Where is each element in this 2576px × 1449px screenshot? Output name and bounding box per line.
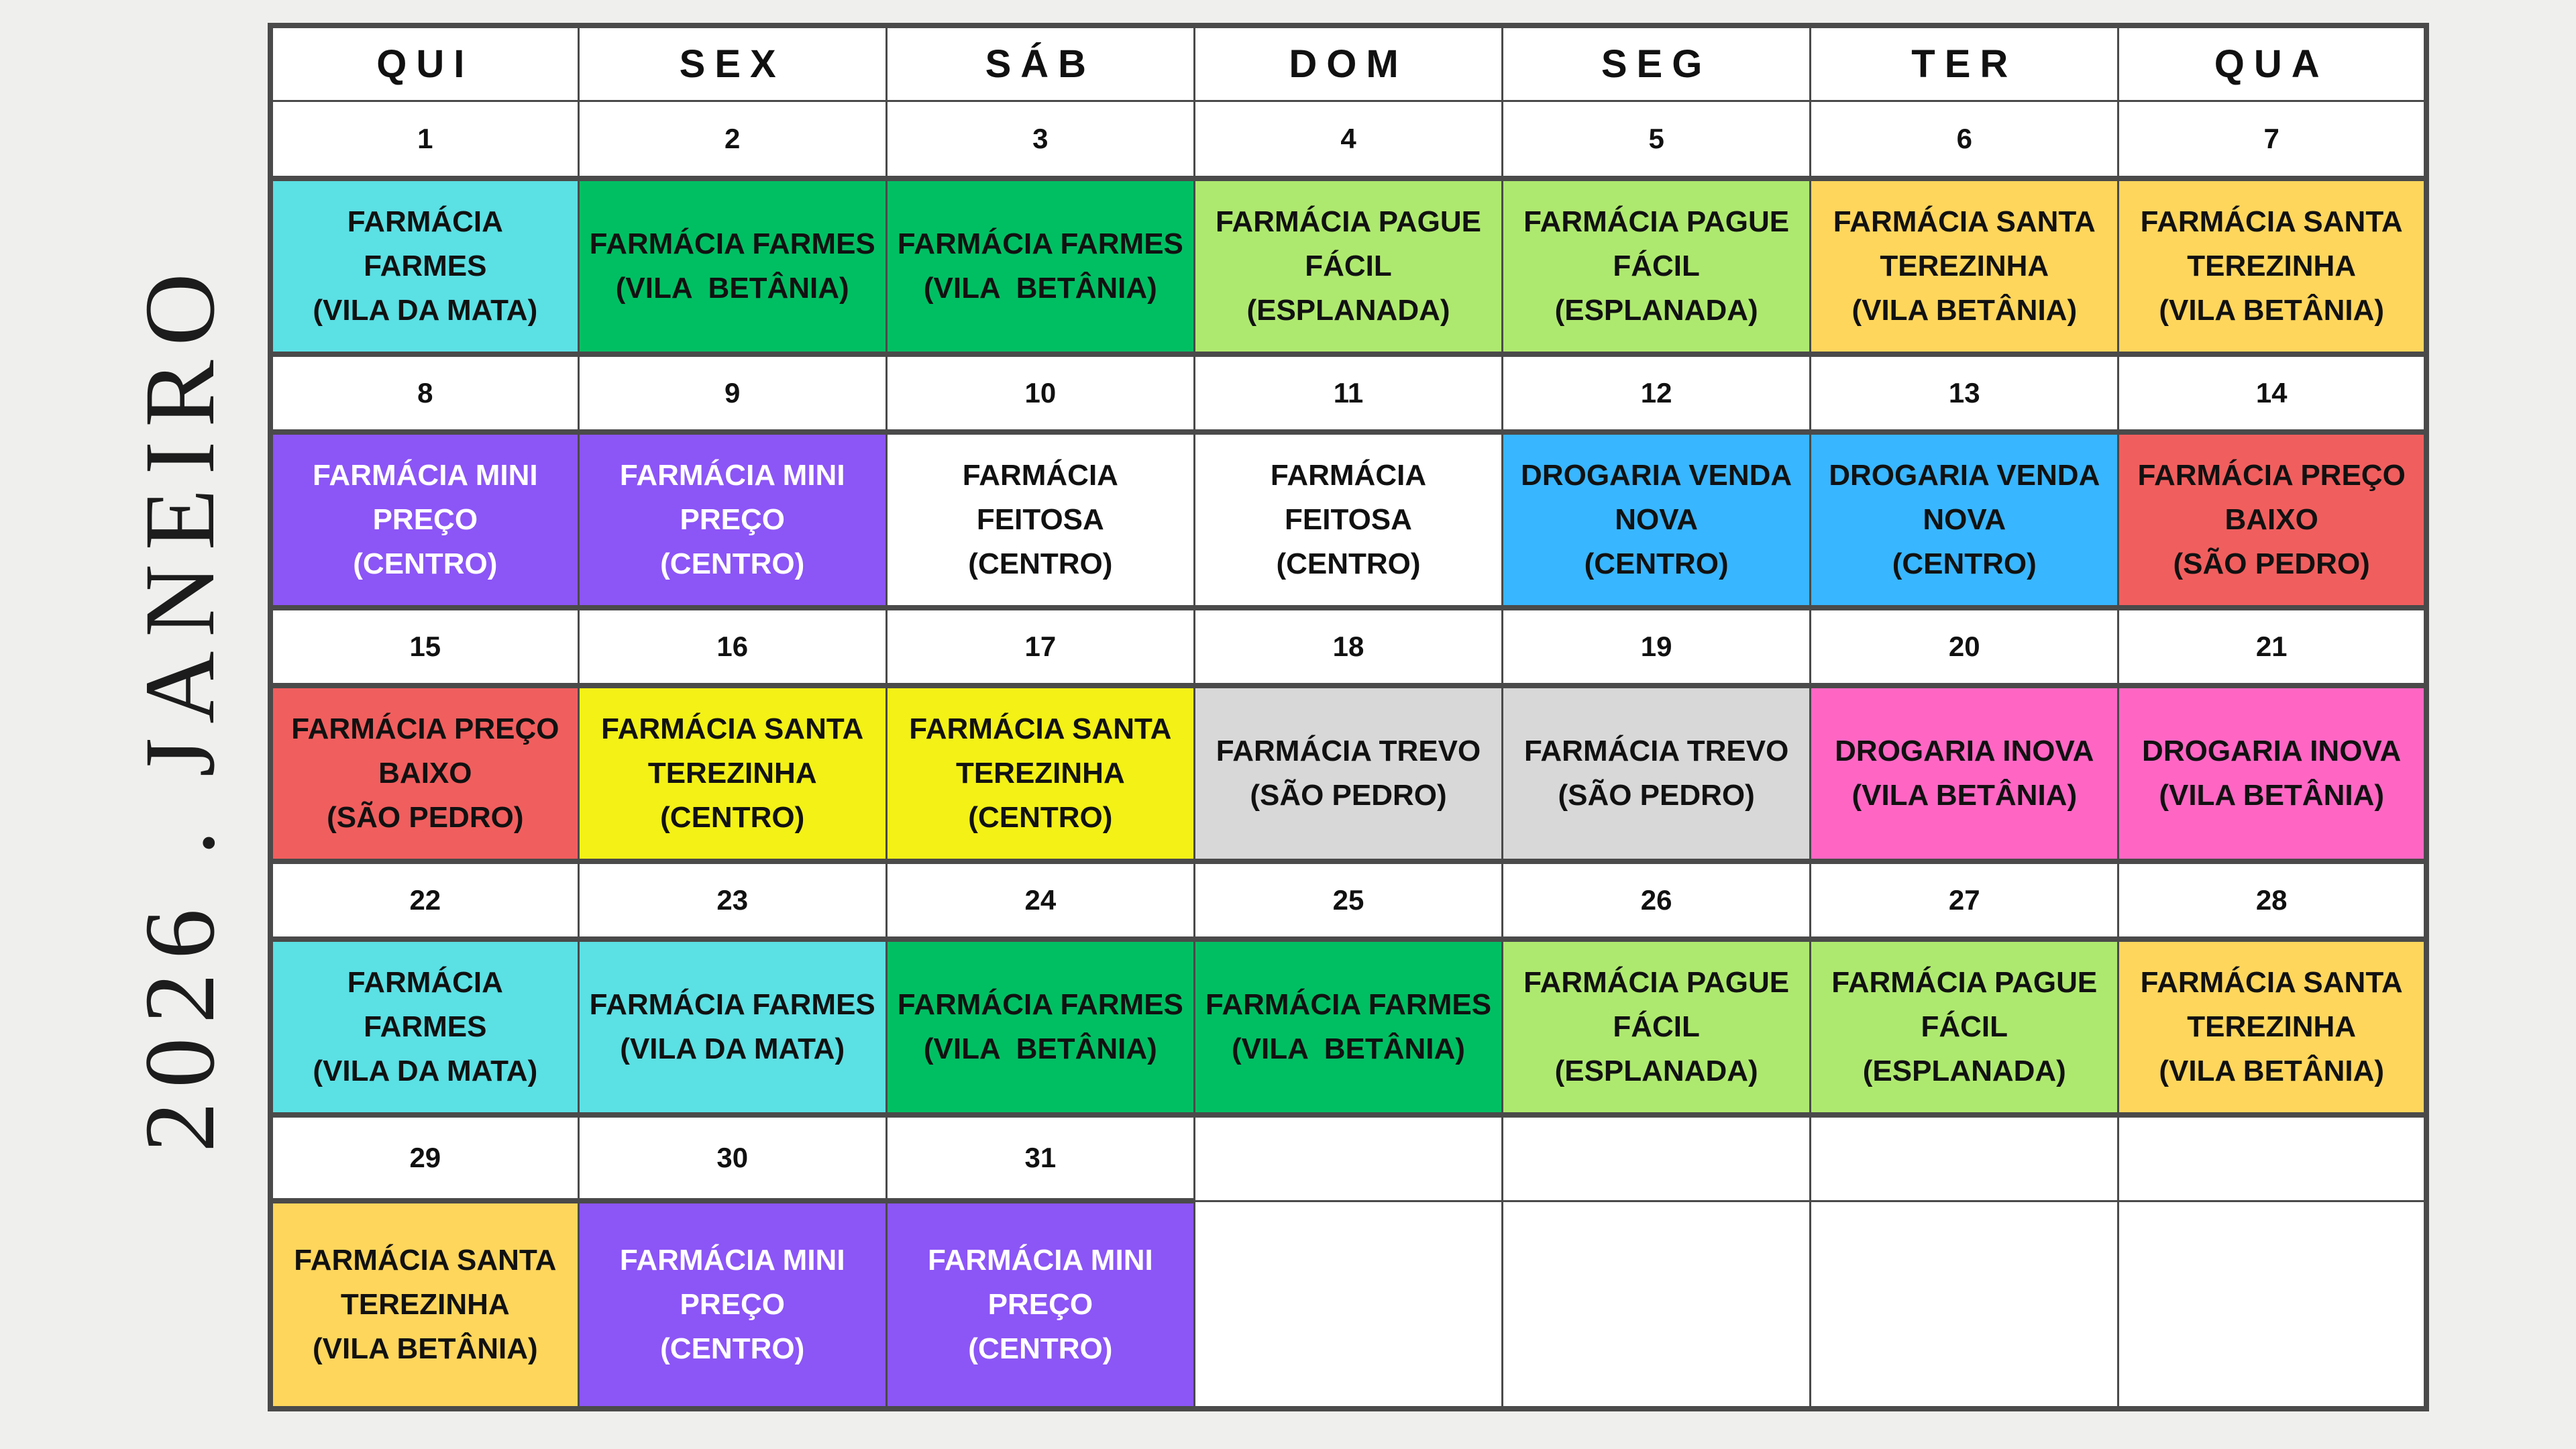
day-number-row: 8 9 10 11 12 13 14 bbox=[269, 353, 2428, 433]
day-number-cell: 23 bbox=[577, 860, 888, 941]
pharmacy-cell: FARMÁCIA FARMES (VILA DA MATA) bbox=[269, 176, 580, 357]
day-number-cell: 11 bbox=[1193, 353, 1504, 433]
pharmacy-cell: FARMÁCIA MINI PREÇO (CENTRO) bbox=[269, 429, 580, 610]
day-number-cell: 30 bbox=[577, 1114, 888, 1202]
pharmacy-cell: FARMÁCIA FEITOSA (CENTRO) bbox=[1193, 429, 1504, 610]
day-number-cell: 1 bbox=[269, 99, 580, 180]
pharmacy-cell: FARMÁCIA SANTA TEREZINHA (VILA BETÂNIA) bbox=[2117, 176, 2428, 357]
weekday-header: TER bbox=[1809, 24, 2120, 102]
day-number-cell: 8 bbox=[269, 353, 580, 433]
empty-day-number-cell bbox=[1809, 1114, 2120, 1202]
day-number-cell: 22 bbox=[269, 860, 580, 941]
day-number-cell: 26 bbox=[1501, 860, 1812, 941]
day-number-cell: 5 bbox=[1501, 99, 1812, 180]
day-number-cell: 28 bbox=[2117, 860, 2428, 941]
weekday-header: QUA bbox=[2117, 24, 2428, 102]
pharmacy-cell: FARMÁCIA FARMES (VILA BETÂNIA) bbox=[885, 936, 1195, 1118]
day-number-row: 29 30 31 bbox=[269, 1114, 2428, 1202]
month-year-title: 2026 . JANEIRO bbox=[124, 259, 235, 1152]
pharmacy-cell: FARMÁCIA SANTA TEREZINHA (CENTRO) bbox=[885, 683, 1195, 864]
weekday-header: SEX bbox=[577, 24, 888, 102]
pharmacy-cell: FARMÁCIA FARMES (VILA DA MATA) bbox=[269, 936, 580, 1118]
pharmacy-cell: FARMÁCIA FARMES (VILA BETÂNIA) bbox=[885, 176, 1195, 357]
day-number-cell: 14 bbox=[2117, 353, 2428, 433]
pharmacy-cell: FARMÁCIA SANTA TEREZINHA (VILA BETÂNIA) bbox=[269, 1198, 580, 1411]
pharmacy-cell: FARMÁCIA PAGUE FÁCIL (ESPLANADA) bbox=[1501, 936, 1812, 1118]
empty-cell bbox=[1501, 1199, 1812, 1410]
weekday-header-row: QUI SEX SÁB DOM SEG TER QUA bbox=[269, 24, 2428, 102]
day-number-cell: 18 bbox=[1193, 606, 1504, 687]
empty-day-number-cell bbox=[1193, 1114, 1504, 1202]
pharmacy-cell: FARMÁCIA SANTA TEREZINHA (VILA BETÂNIA) bbox=[1809, 176, 2120, 357]
day-number-row: 15 16 17 18 19 20 21 bbox=[269, 606, 2428, 687]
pharmacy-cell: DROGARIA INOVA (VILA BETÂNIA) bbox=[1809, 683, 2120, 864]
day-number-cell: 17 bbox=[885, 606, 1195, 687]
day-number-cell: 6 bbox=[1809, 99, 2120, 180]
day-number-cell: 29 bbox=[269, 1114, 580, 1202]
empty-cell bbox=[1193, 1199, 1504, 1410]
empty-cell bbox=[2117, 1199, 2428, 1410]
pharmacy-cell: FARMÁCIA TREVO (SÃO PEDRO) bbox=[1501, 683, 1812, 864]
pharmacy-cell: FARMÁCIA FEITOSA (CENTRO) bbox=[885, 429, 1195, 610]
empty-day-number-cell bbox=[1501, 1114, 1812, 1202]
weekday-header: DOM bbox=[1193, 24, 1504, 102]
pharmacy-cell: FARMÁCIA PAGUE FÁCIL (ESPLANADA) bbox=[1501, 176, 1812, 357]
pharmacy-cell: FARMÁCIA TREVO (SÃO PEDRO) bbox=[1193, 683, 1504, 864]
pharmacy-row: FARMÁCIA MINI PREÇO (CENTRO) FARMÁCIA MIN… bbox=[269, 429, 2428, 610]
day-number-cell: 25 bbox=[1193, 860, 1504, 941]
empty-cell bbox=[1809, 1199, 2120, 1410]
empty-day-number-cell bbox=[2117, 1114, 2428, 1202]
day-number-cell: 20 bbox=[1809, 606, 2120, 687]
day-number-cell: 3 bbox=[885, 99, 1195, 180]
day-number-cell: 4 bbox=[1193, 99, 1504, 180]
day-number-cell: 31 bbox=[885, 1114, 1195, 1202]
pharmacy-row: FARMÁCIA FARMES (VILA DA MATA) FARMÁCIA F… bbox=[269, 936, 2428, 1118]
weekday-header: SÁB bbox=[885, 24, 1195, 102]
day-number-row: 22 23 24 25 26 27 28 bbox=[269, 860, 2428, 941]
weekday-header: QUI bbox=[269, 24, 580, 102]
duty-calendar-table: QUI SEX SÁB DOM SEG TER QUA 1 2 3 4 5 6 7 FARMÁ… bbox=[268, 23, 2429, 1411]
pharmacy-cell: FARMÁCIA MINI PREÇO (CENTRO) bbox=[577, 1198, 888, 1411]
day-number-cell: 10 bbox=[885, 353, 1195, 433]
day-number-cell: 9 bbox=[577, 353, 888, 433]
day-number-cell: 2 bbox=[577, 99, 888, 180]
day-number-cell: 15 bbox=[269, 606, 580, 687]
pharmacy-cell: DROGARIA VENDA NOVA (CENTRO) bbox=[1809, 429, 2120, 610]
pharmacy-cell: FARMÁCIA PREÇO BAIXO (SÃO PEDRO) bbox=[2117, 429, 2428, 610]
pharmacy-cell: FARMÁCIA FARMES (VILA DA MATA) bbox=[577, 936, 888, 1118]
day-number-cell: 13 bbox=[1809, 353, 2120, 433]
pharmacy-cell: FARMÁCIA PAGUE FÁCIL (ESPLANADA) bbox=[1809, 936, 2120, 1118]
pharmacy-cell: FARMÁCIA FARMES (VILA BETÂNIA) bbox=[1193, 936, 1504, 1118]
day-number-cell: 16 bbox=[577, 606, 888, 687]
pharmacy-cell: FARMÁCIA PAGUE FÁCIL (ESPLANADA) bbox=[1193, 176, 1504, 357]
pharmacy-cell: FARMÁCIA FARMES (VILA BETÂNIA) bbox=[577, 176, 888, 357]
pharmacy-cell: DROGARIA INOVA (VILA BETÂNIA) bbox=[2117, 683, 2428, 864]
pharmacy-cell: FARMÁCIA PREÇO BAIXO (SÃO PEDRO) bbox=[269, 683, 580, 864]
day-number-cell: 12 bbox=[1501, 353, 1812, 433]
pharmacy-cell: FARMÁCIA MINI PREÇO (CENTRO) bbox=[885, 1198, 1195, 1411]
pharmacy-cell: FARMÁCIA SANTA TEREZINHA (CENTRO) bbox=[577, 683, 888, 864]
pharmacy-cell: FARMÁCIA MINI PREÇO (CENTRO) bbox=[577, 429, 888, 610]
pharmacy-cell: FARMÁCIA SANTA TEREZINHA (VILA BETÂNIA) bbox=[2117, 936, 2428, 1118]
day-number-cell: 27 bbox=[1809, 860, 2120, 941]
pharmacy-row: FARMÁCIA SANTA TEREZINHA (VILA BETÂNIA) F… bbox=[269, 1198, 2428, 1411]
day-number-cell: 19 bbox=[1501, 606, 1812, 687]
day-number-cell: 24 bbox=[885, 860, 1195, 941]
day-number-cell: 21 bbox=[2117, 606, 2428, 687]
pharmacy-row: FARMÁCIA PREÇO BAIXO (SÃO PEDRO) FARMÁCIA… bbox=[269, 683, 2428, 864]
day-number-cell: 7 bbox=[2117, 99, 2428, 180]
pharmacy-row: FARMÁCIA FARMES (VILA DA MATA) FARMÁCIA F… bbox=[269, 176, 2428, 357]
weekday-header: SEG bbox=[1501, 24, 1812, 102]
pharmacy-cell: DROGARIA VENDA NOVA (CENTRO) bbox=[1501, 429, 1812, 610]
